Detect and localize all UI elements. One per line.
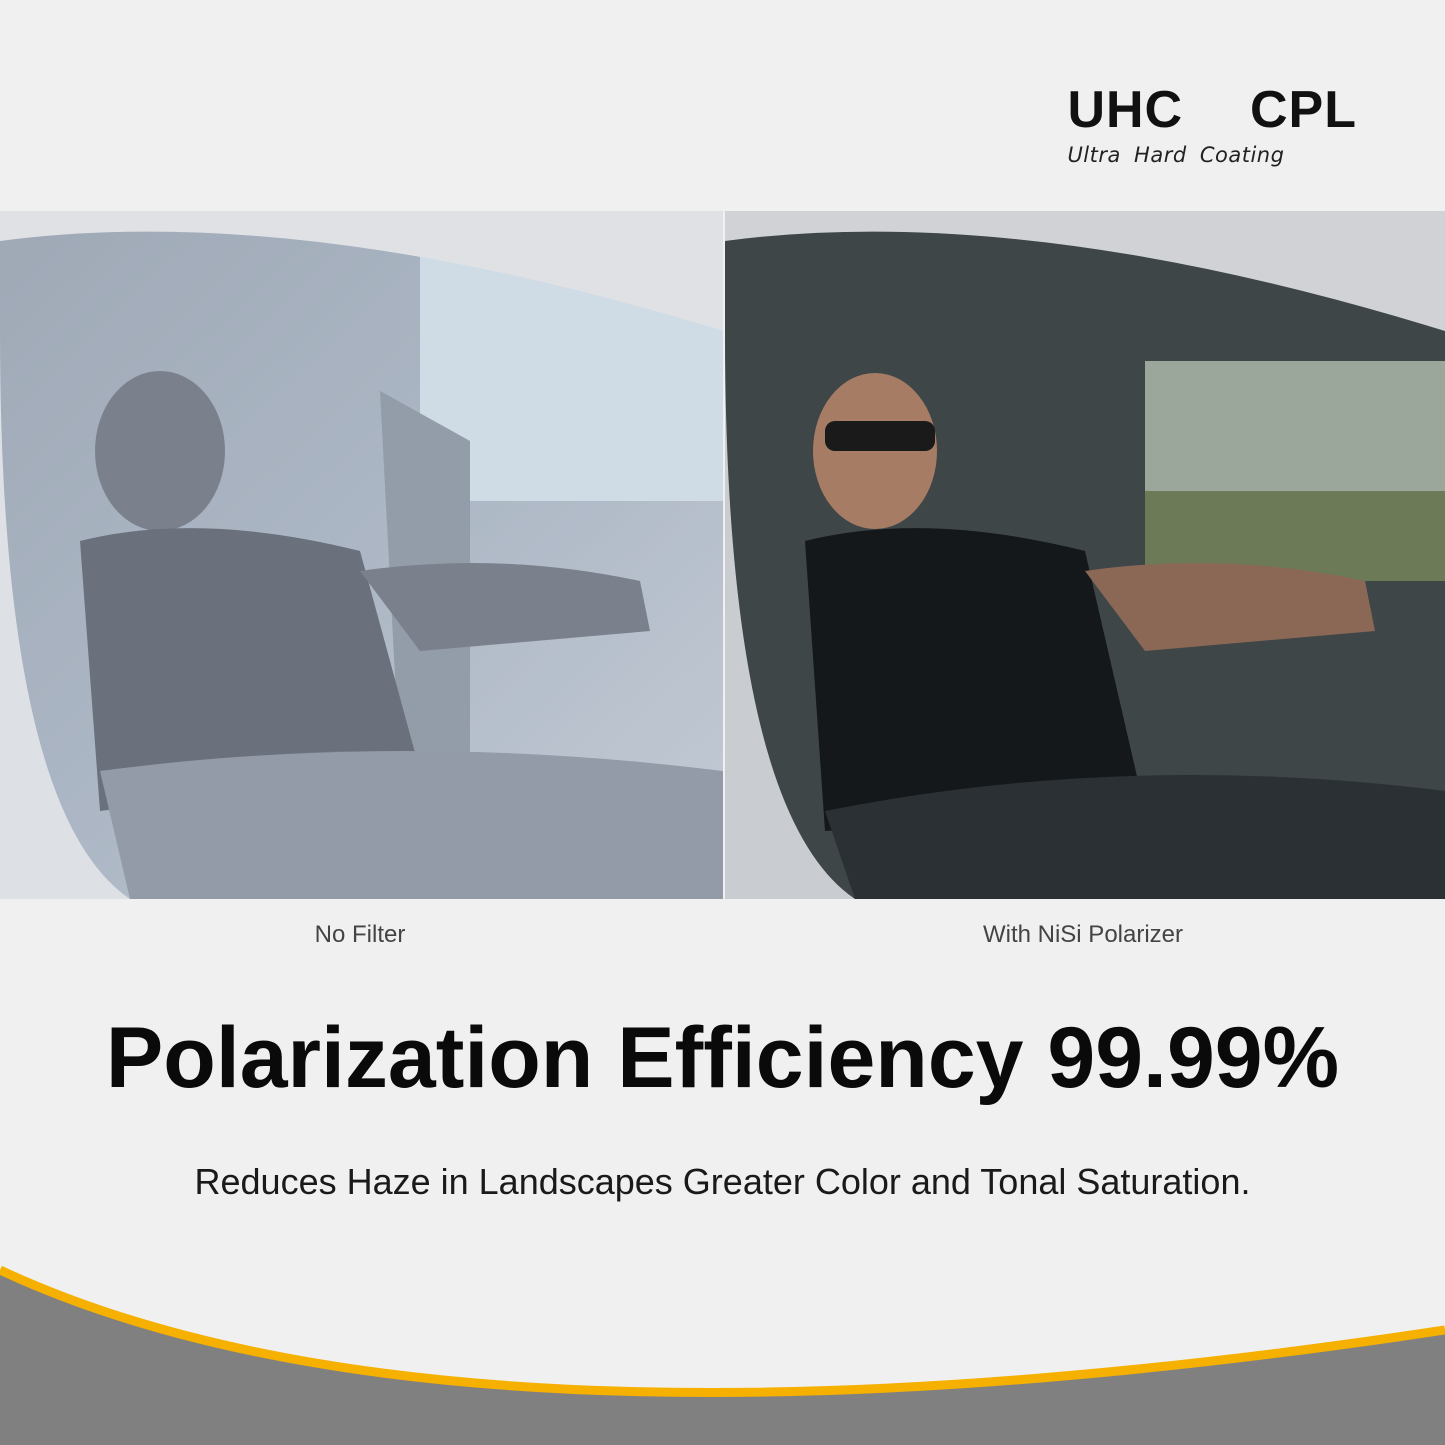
brand-subtitle: Ultra Hard Coating (1067, 143, 1285, 167)
caption-with-polarizer: With NiSi Polarizer (982, 921, 1184, 948)
decorative-wave (0, 1265, 1445, 1445)
brand-title: UHC CPL (1067, 81, 1357, 139)
photo-with-polarizer (725, 211, 1445, 899)
photo-no-filter (0, 211, 723, 899)
headline: Polarization Efficiency 99.99% (105, 1010, 1340, 1106)
subheadline: Reduces Haze in Landscapes Greater Color… (194, 1161, 1251, 1202)
brand-logo: UHC CPL Ultra Hard Coating (1067, 82, 1357, 168)
caption-no-filter: No Filter (314, 921, 406, 948)
